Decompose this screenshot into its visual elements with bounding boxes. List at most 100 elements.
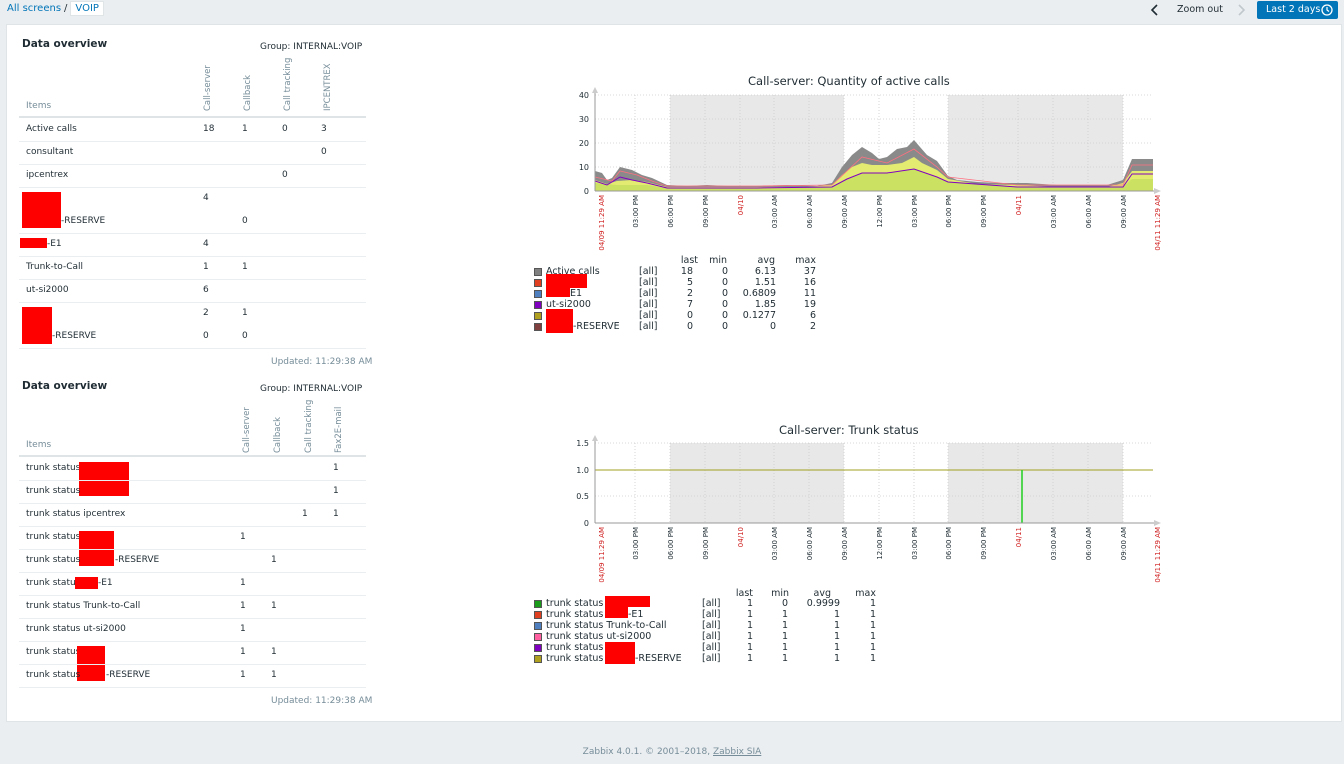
- x-tick-label: 03:00 PM: [632, 195, 640, 228]
- legend-swatch: [534, 655, 542, 663]
- legend-swatch: [534, 633, 542, 641]
- redacted-block: [546, 286, 570, 297]
- legend-item-fn: [all]: [702, 620, 721, 631]
- y-tick-label: 0.5: [576, 492, 589, 501]
- row-label: ipcentrex: [26, 170, 69, 180]
- x-tick-label: 06:00 AM: [806, 527, 814, 560]
- legend-min: 1: [781, 620, 788, 631]
- y-tick-label: 40: [579, 91, 589, 100]
- legend-item-name: trunk status: [546, 609, 604, 620]
- x-tick-label: 04/10: [737, 195, 745, 215]
- row-value: 3: [321, 124, 327, 134]
- legend-avg: 1: [833, 620, 840, 631]
- column-header: Call tracking: [304, 399, 314, 453]
- row-value: 1: [203, 262, 209, 272]
- y-tick-label: 20: [579, 139, 589, 148]
- y-tick-label: 0: [584, 187, 589, 196]
- legend-max: 1: [869, 653, 876, 664]
- legend-swatch: [534, 622, 542, 630]
- row-label: ut-si2000: [26, 285, 69, 295]
- legend-last: 1: [746, 642, 753, 653]
- legend-item-fn: [all]: [639, 288, 658, 299]
- row-value: 1: [302, 509, 308, 519]
- x-tick-label: 04/10: [737, 527, 745, 547]
- x-tick-label: 04/11 11:29 AM: [1154, 195, 1162, 251]
- legend-item-suffix: -RESERVE: [635, 653, 682, 664]
- row-value: 4: [203, 239, 209, 249]
- chevron-left-icon[interactable]: [1148, 3, 1162, 17]
- row-value: 1: [240, 532, 246, 542]
- row-label: trunk status ut-si2000: [26, 624, 126, 634]
- row-label: trunk status: [26, 670, 81, 680]
- x-tick-label: 03:00 PM: [911, 195, 919, 228]
- breadcrumb-current[interactable]: VOIP: [70, 1, 104, 16]
- footer-link[interactable]: Zabbix SIA: [713, 747, 762, 757]
- row-value: 0: [282, 170, 288, 180]
- column-header: Call tracking: [283, 57, 293, 111]
- x-tick-label: 06:00 AM: [1085, 195, 1093, 228]
- x-tick-label: 03:00 AM: [771, 195, 779, 228]
- row-label: -E1: [47, 239, 62, 249]
- row-value: 1: [240, 670, 246, 680]
- legend-item-name: Active calls: [546, 266, 600, 277]
- chevron-right-icon[interactable]: [1234, 3, 1248, 17]
- legend-max: 1: [869, 631, 876, 642]
- column-header: Fax2E-mail: [334, 406, 344, 453]
- legend-max: 1: [869, 609, 876, 620]
- row-value: 1: [240, 601, 246, 611]
- legend-last: 5: [686, 277, 693, 288]
- header-divider: [19, 116, 366, 118]
- time-period-button[interactable]: Last 2 days: [1257, 1, 1338, 19]
- x-tick-label: 03:00 PM: [632, 527, 640, 560]
- legend-item-name: E1: [570, 288, 583, 299]
- legend-avg: 1: [833, 653, 840, 664]
- row-value: 18: [203, 124, 215, 134]
- legend-swatch: [534, 268, 542, 276]
- legend-max: 11: [803, 288, 816, 299]
- row-value: 1: [271, 670, 277, 680]
- row-value: 1: [333, 463, 339, 473]
- row-value: 1: [242, 262, 248, 272]
- graph-plot-active-calls[interactable]: 40 30 20 10 0 04/09 11:29 AM 03:00 PM 06…: [557, 85, 1177, 265]
- footer-text: Zabbix 4.0.1. © 2001–2018,: [582, 747, 711, 757]
- graph-plot-trunk-status[interactable]: 1.5 1.0 0.5 0 04/09 11:29 AM 03:00 PM 06…: [557, 433, 1177, 603]
- y-tick-label: 0: [584, 519, 589, 528]
- x-tick-label: 03:00 PM: [911, 527, 919, 560]
- legend-max: 1: [869, 620, 876, 631]
- redacted-block: [22, 192, 61, 228]
- legend-header: max: [795, 255, 816, 266]
- column-header: Callback: [273, 416, 283, 453]
- legend-avg: 1: [833, 609, 840, 620]
- legend-item-name: trunk status: [546, 598, 604, 609]
- x-tick-label: 09:00 AM: [841, 195, 849, 228]
- legend-item-fn: [all]: [702, 642, 721, 653]
- legend-header: last: [680, 255, 698, 266]
- legend-last: 0: [686, 321, 693, 332]
- row-label: -RESERVE: [61, 216, 106, 226]
- legend-item-fn: [all]: [702, 653, 721, 664]
- breadcrumb-all-screens[interactable]: All screens: [7, 3, 62, 14]
- row-divider: [19, 664, 366, 665]
- x-tick-label: 04/09 11:29 AM: [598, 195, 606, 251]
- legend-max: 2: [809, 321, 816, 332]
- clock-icon: [1321, 4, 1333, 16]
- legend-min: 0: [781, 598, 788, 609]
- x-tick-label: 04/09 11:29 AM: [598, 527, 606, 583]
- widget-title: Data overview: [22, 380, 108, 392]
- legend-item-name: trunk status: [546, 642, 604, 653]
- row-divider: [19, 572, 366, 573]
- row-divider: [19, 641, 366, 642]
- row-label-suffix: -RESERVE: [106, 670, 151, 680]
- row-value: 1: [271, 555, 277, 565]
- zoom-out-button[interactable]: Zoom out: [1177, 4, 1223, 15]
- x-tick-label: 06:00 PM: [667, 195, 675, 228]
- legend-item-fn: [all]: [702, 609, 721, 620]
- y-tick-label: 1.0: [576, 466, 589, 475]
- row-label: Active calls: [26, 124, 77, 134]
- legend-avg: 0: [769, 321, 776, 332]
- row-value: 1: [242, 308, 248, 318]
- row-label-suffix: -E1: [98, 578, 113, 588]
- legend-header: max: [855, 588, 876, 599]
- row-value: 1: [240, 578, 246, 588]
- legend-max: 1: [869, 642, 876, 653]
